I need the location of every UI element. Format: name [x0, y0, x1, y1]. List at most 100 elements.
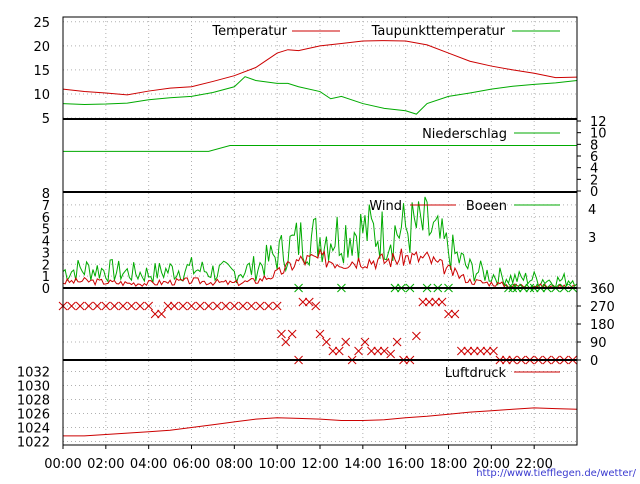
y-tick-label-right: 8	[590, 138, 598, 153]
y-tick-label-right: 4	[588, 203, 596, 218]
y-tick-label-right: 270	[590, 300, 615, 315]
y-tick-label-right: 3	[588, 231, 596, 246]
y-tick-label: 3	[42, 246, 50, 261]
direction-point	[386, 349, 396, 359]
direction-point	[489, 346, 498, 356]
direction-point	[328, 346, 338, 356]
direction-point	[315, 329, 325, 339]
direction-point	[431, 297, 441, 307]
direction-point	[412, 331, 421, 341]
y-tick-label: 4	[42, 235, 50, 250]
precipitation-line	[63, 145, 577, 152]
legend-label: Taupunkttemperatur	[371, 24, 506, 39]
direction-point	[456, 346, 466, 356]
y-tick-label: 5	[42, 223, 50, 238]
x-tick-label: 04:00	[130, 457, 167, 472]
direction-point	[67, 301, 76, 311]
direction-point	[450, 309, 460, 319]
direction-point	[170, 301, 179, 311]
y-tick-label: 0	[42, 282, 50, 297]
direction-point	[367, 346, 376, 356]
gust-line	[62, 196, 576, 289]
direction-point	[322, 337, 331, 347]
direction-point	[150, 309, 160, 319]
y-tick-label-right: 0	[590, 354, 598, 369]
direction-point	[92, 301, 102, 311]
x-tick-label: 20:00	[473, 457, 510, 472]
y-tick-label: 5	[42, 112, 50, 127]
y-tick-label: 2	[42, 258, 50, 273]
direction-point	[135, 301, 145, 311]
y-tick-label: 15	[33, 64, 50, 79]
direction-point	[277, 329, 286, 339]
dewpoint-line	[62, 76, 578, 115]
direction-point	[238, 301, 248, 311]
y-tick-label-right: 12	[590, 115, 607, 130]
y-tick-label-right: 90	[590, 336, 607, 351]
direction-point	[354, 346, 363, 356]
x-tick-label: 06:00	[173, 457, 210, 472]
y-tick-label: 1030	[17, 380, 50, 395]
legend-label: Temperatur	[211, 24, 287, 39]
direction-point	[287, 329, 297, 339]
direction-point	[163, 301, 173, 311]
direction-point	[476, 346, 485, 356]
direction-point	[127, 301, 136, 311]
pressure-line	[63, 407, 578, 437]
direction-point	[212, 301, 222, 311]
direction-point	[255, 301, 265, 311]
direction-point	[157, 309, 166, 319]
x-tick-label: 22:00	[515, 457, 552, 472]
y-tick-label: 25	[33, 16, 50, 31]
direction-point	[444, 309, 453, 319]
direction-point	[187, 301, 196, 311]
x-tick-label: 08:00	[216, 457, 253, 472]
direction-point	[360, 337, 370, 347]
y-tick-label-right: 180	[590, 318, 615, 333]
y-tick-label: 6	[42, 211, 50, 226]
direction-point	[178, 301, 188, 311]
direction-point	[304, 297, 314, 307]
direction-point	[144, 301, 154, 311]
direction-point	[482, 346, 492, 356]
wind-line	[62, 248, 575, 289]
direction-point	[221, 301, 231, 311]
y-tick-label: 1024	[17, 422, 50, 437]
direction-point	[118, 301, 128, 311]
x-tick-label: 02:00	[87, 457, 124, 472]
direction-point	[334, 346, 344, 356]
direction-point	[101, 301, 111, 311]
y-tick-label-right: 2	[590, 173, 598, 188]
direction-point	[437, 297, 447, 307]
x-tick-label: 10:00	[258, 457, 295, 472]
direction-point	[247, 301, 256, 311]
direction-point	[418, 297, 428, 307]
x-tick-label: 00:00	[44, 457, 81, 472]
direction-point	[281, 337, 291, 347]
direction-point	[311, 301, 321, 311]
y-tick-label: 8	[42, 187, 50, 202]
y-tick-label-right: 6	[590, 150, 598, 165]
y-tick-label: 1028	[17, 394, 50, 409]
direction-point	[229, 301, 239, 311]
direction-point	[298, 297, 308, 307]
x-tick-label: 16:00	[387, 457, 424, 472]
x-tick-label: 12:00	[301, 457, 338, 472]
temperature-line	[62, 40, 578, 96]
y-tick-label-right: 0	[590, 185, 598, 200]
direction-point	[84, 301, 94, 311]
y-tick-label: 1	[42, 270, 50, 285]
legend-label: Boeen	[466, 199, 507, 214]
direction-point	[463, 346, 473, 356]
direction-point	[469, 346, 479, 356]
direction-point	[75, 301, 85, 311]
legend-label: Luftdruck	[445, 366, 507, 381]
direction-point	[341, 337, 351, 347]
direction-point	[204, 301, 213, 311]
y-tick-label: 7	[42, 199, 50, 214]
y-tick-label-right: 10	[590, 127, 607, 142]
legend-label: Wind	[369, 199, 402, 214]
legend-label: Niederschlag	[422, 127, 507, 142]
y-tick-label: 20	[33, 40, 50, 55]
